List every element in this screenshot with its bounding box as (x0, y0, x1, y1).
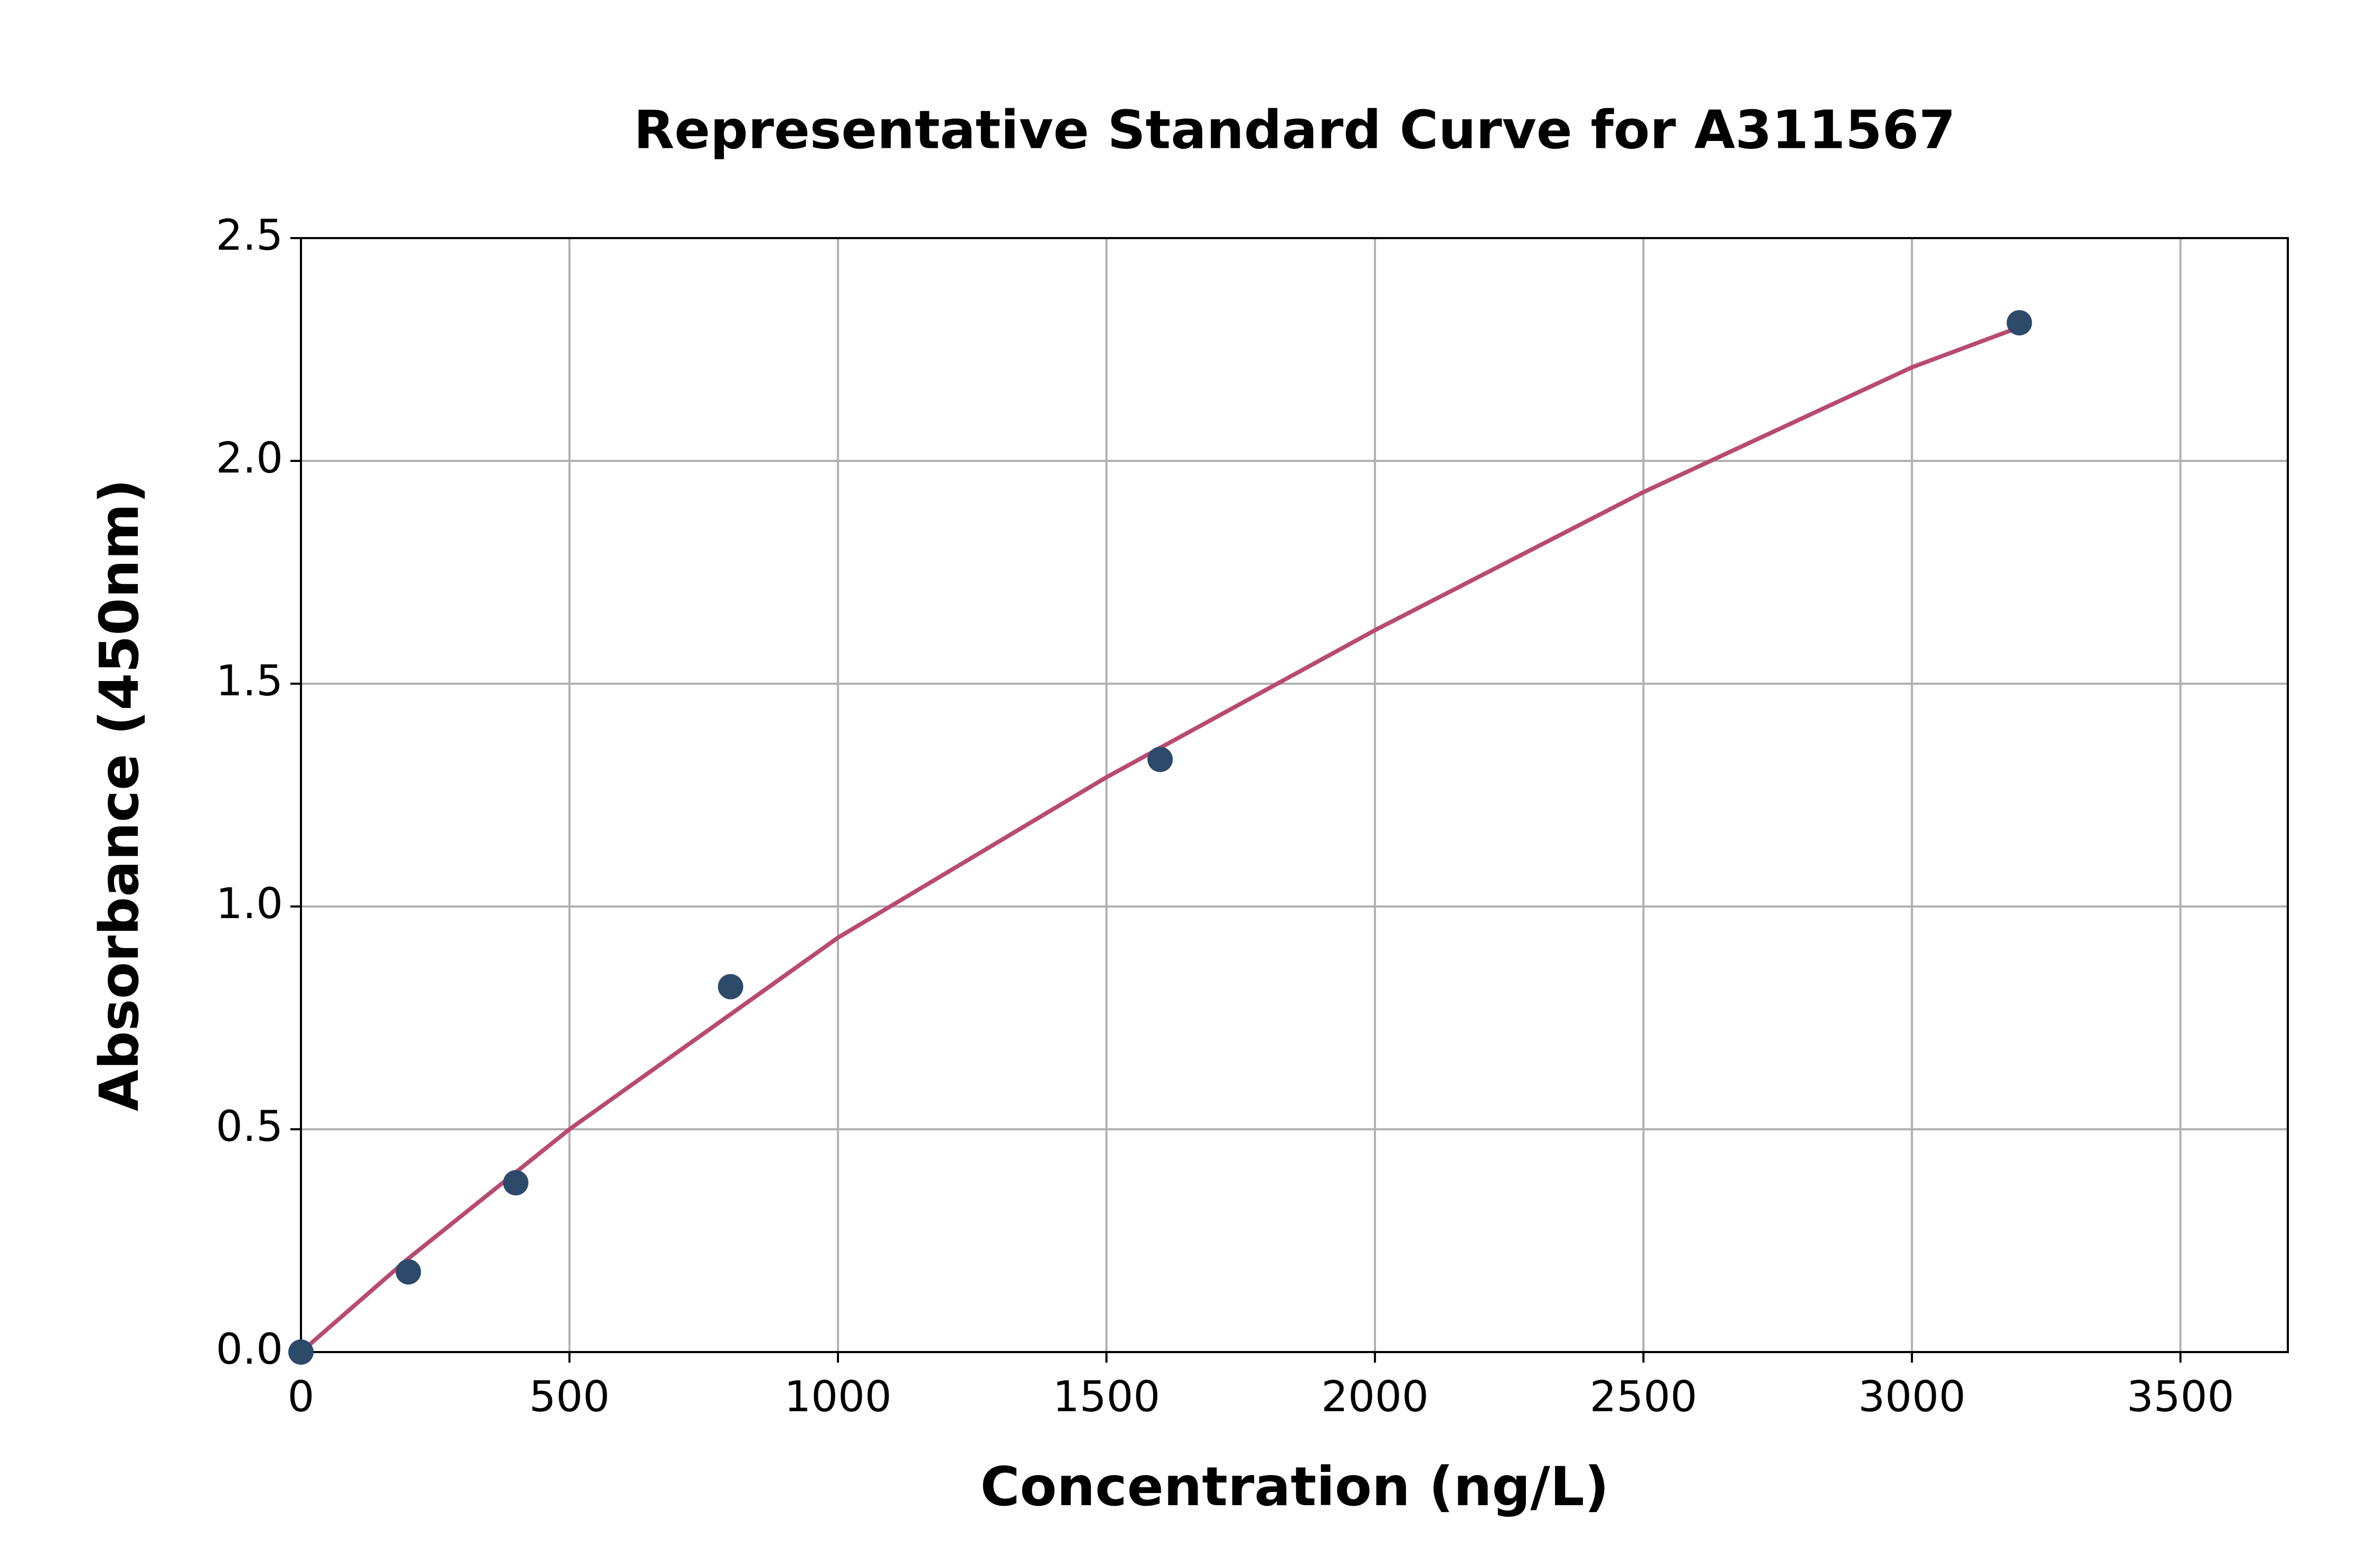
data-point (2006, 310, 2032, 336)
y-tick-label: 0.0 (216, 1325, 283, 1374)
x-tick-label: 1000 (784, 1372, 892, 1421)
y-tick-label: 0.5 (216, 1102, 283, 1151)
x-tick-label: 3500 (2127, 1372, 2234, 1421)
chart-title: Representative Standard Curve for A31156… (634, 99, 1955, 160)
x-tick-label: 1500 (1053, 1372, 1161, 1421)
data-point (288, 1339, 314, 1365)
y-tick-label: 1.0 (216, 879, 283, 928)
x-tick-label: 3000 (1858, 1372, 1966, 1421)
data-point (1147, 747, 1173, 772)
plot-frame (300, 237, 2289, 1353)
data-point (503, 1170, 529, 1196)
y-tick-label: 1.5 (216, 656, 283, 705)
y-tick-label: 2.0 (216, 433, 283, 483)
data-point (718, 974, 743, 999)
x-tick-label: 2500 (1590, 1372, 1698, 1421)
x-tick-label: 500 (529, 1372, 610, 1421)
data-point (395, 1259, 421, 1285)
x-tick-label: 0 (288, 1372, 315, 1421)
fit-curve (299, 325, 2020, 1354)
x-tick-label: 2000 (1321, 1372, 1429, 1421)
x-axis-label: Concentration (ng/L) (980, 1456, 1609, 1518)
y-axis-label: Absorbance (450nm) (88, 479, 151, 1111)
y-tick-label: 2.5 (216, 211, 283, 260)
